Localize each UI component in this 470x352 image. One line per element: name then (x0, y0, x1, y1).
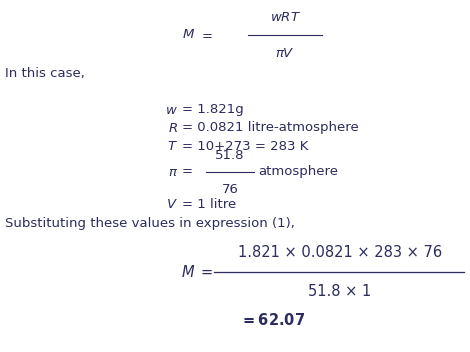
Text: $M$: $M$ (181, 264, 195, 280)
Text: In this case,: In this case, (5, 67, 85, 80)
Text: 51.8 × 1: 51.8 × 1 (308, 284, 372, 299)
Text: $T$: $T$ (167, 139, 178, 152)
Text: = 0.0821 litre-atmosphere: = 0.0821 litre-atmosphere (182, 121, 359, 134)
Text: $\mathbf{= 62.07}$: $\mathbf{= 62.07}$ (240, 312, 305, 328)
Text: atmosphere: atmosphere (258, 165, 338, 178)
Text: = 10+273 = 283 K: = 10+273 = 283 K (182, 139, 308, 152)
Text: $=$: $=$ (199, 29, 213, 42)
Text: $M$: $M$ (182, 29, 195, 42)
Text: = 1.821g: = 1.821g (182, 103, 244, 117)
Text: 1.821 × 0.0821 × 283 × 76: 1.821 × 0.0821 × 283 × 76 (238, 245, 442, 260)
Text: $\pi$: $\pi$ (168, 165, 178, 178)
Text: $\pi V$: $\pi V$ (275, 47, 295, 60)
Text: Substituting these values in expression (1),: Substituting these values in expression … (5, 218, 295, 231)
Text: 76: 76 (221, 183, 238, 196)
Text: $R$: $R$ (168, 121, 178, 134)
Text: $w$: $w$ (165, 103, 178, 117)
Text: =: = (182, 165, 193, 178)
Text: $wRT$: $wRT$ (269, 11, 300, 24)
Text: 51.8: 51.8 (215, 149, 245, 162)
Text: =: = (200, 264, 212, 279)
Text: $V$: $V$ (166, 197, 178, 210)
Text: = 1 litre: = 1 litre (182, 197, 236, 210)
